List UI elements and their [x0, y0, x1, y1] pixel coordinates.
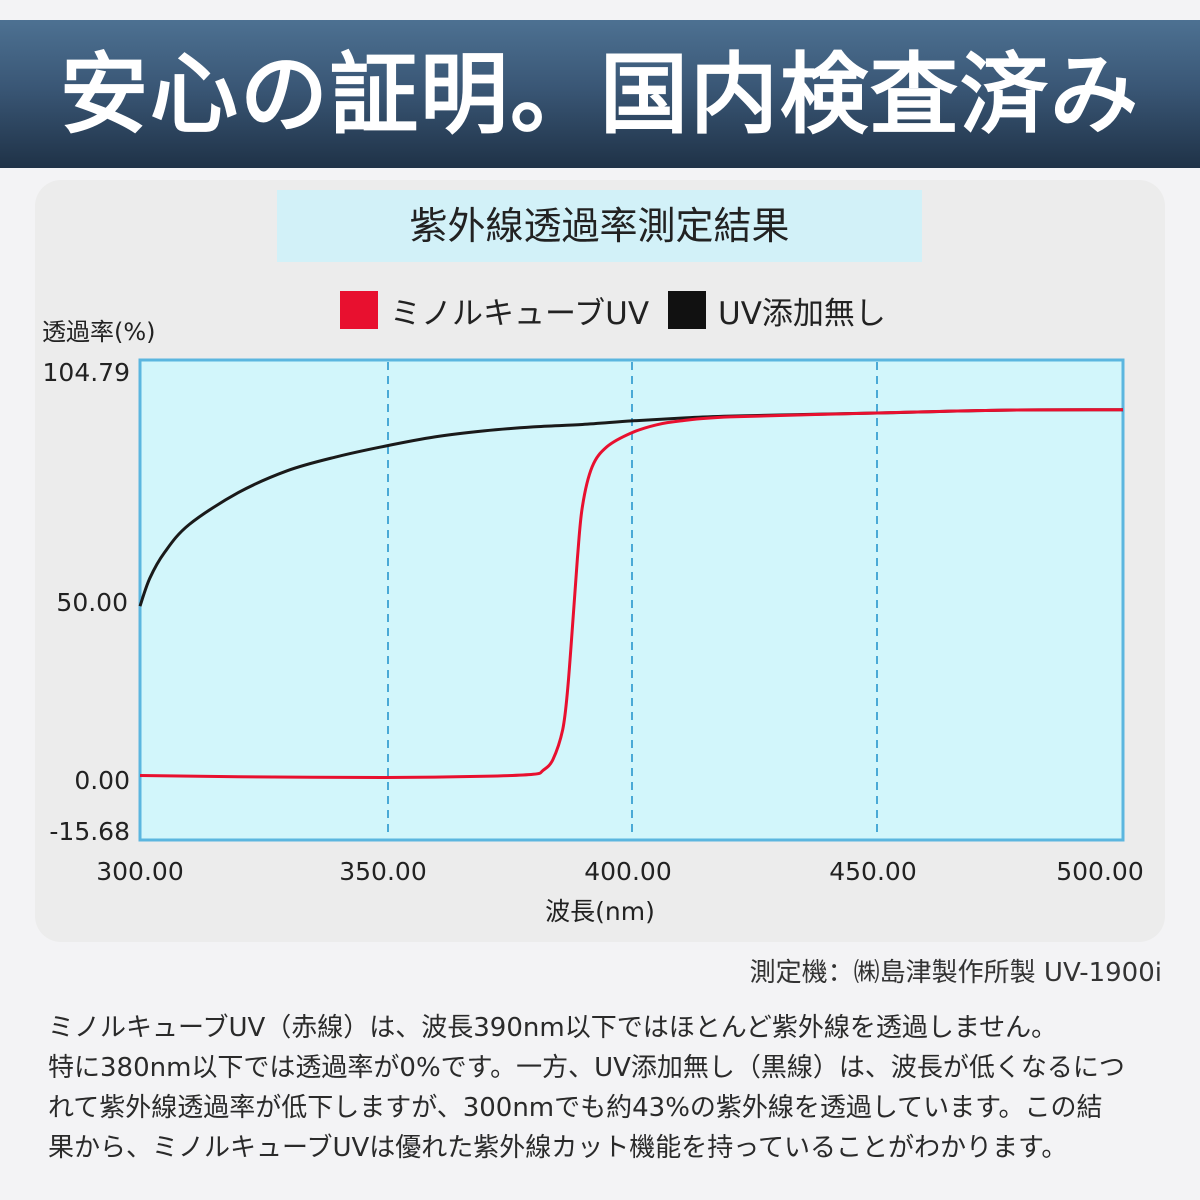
x-tick-label: 300.00 [96, 857, 183, 886]
gridlines [387, 362, 878, 838]
legend-swatch-minolcube [340, 291, 378, 329]
y-tick-label: 50.00 [56, 588, 128, 617]
x-tick-label: 500.00 [1056, 857, 1143, 886]
x-tick-label: 350.00 [339, 857, 426, 886]
description-line: 特に380nm以下では透過率が0%です。一方、UV添加無し（黒線）は、波長が低く… [48, 1053, 1125, 1083]
x-tick-label: 450.00 [829, 857, 916, 886]
legend: ミノルキューブUV UV添加無し [340, 291, 886, 332]
banner-title: 安心の証明。国内検査済み [59, 42, 1140, 146]
y-tick-label: -15.68 [49, 817, 130, 846]
chart-title: 紫外線透過率測定結果 [277, 190, 922, 262]
legend-label-no-uv: UV添加無し [718, 296, 886, 332]
description-line: ミノルキューブUV（赤線）は、波長390nm以下ではほとんど紫外線を透過しません… [48, 1013, 1058, 1043]
legend-swatch-no-uv [668, 291, 706, 329]
y-tick-label: 0.00 [74, 766, 130, 795]
x-tick-labels: 300.00 350.00 400.00 450.00 500.00 [96, 857, 1143, 886]
description-line: 果から、ミノルキューブUVは優れた紫外線カット機能を持っていることがわかります。 [48, 1133, 1068, 1163]
series-layer [138, 408, 1124, 780]
description-text: ミノルキューブUV（赤線）は、波長390nm以下ではほとんど紫外線を透過しません… [48, 1008, 1158, 1168]
uv-transmittance-chart: ミノルキューブUV UV添加無し 透過率(%) 104.79 50.00 0.0… [42, 291, 1144, 926]
legend-label-minolcube: ミノルキューブUV [390, 296, 649, 332]
series-line-minolcube [139, 408, 1124, 780]
x-axis-title: 波長(nm) [545, 897, 655, 926]
measurement-caption: 測定機：㈱島津製作所製 UV-1900i [749, 958, 1162, 988]
y-tick-label: 104.79 [43, 358, 130, 387]
y-tick-labels: 104.79 50.00 0.00 -15.68 [43, 358, 130, 846]
description-line: れて紫外線透過率が低下しますが、300nmでも約43%の紫外線を透過しています。… [48, 1093, 1103, 1123]
y-axis-title: 透過率(%) [42, 318, 156, 346]
header-banner: 安心の証明。国内検査済み [0, 20, 1200, 168]
x-tick-label: 400.00 [584, 857, 671, 886]
